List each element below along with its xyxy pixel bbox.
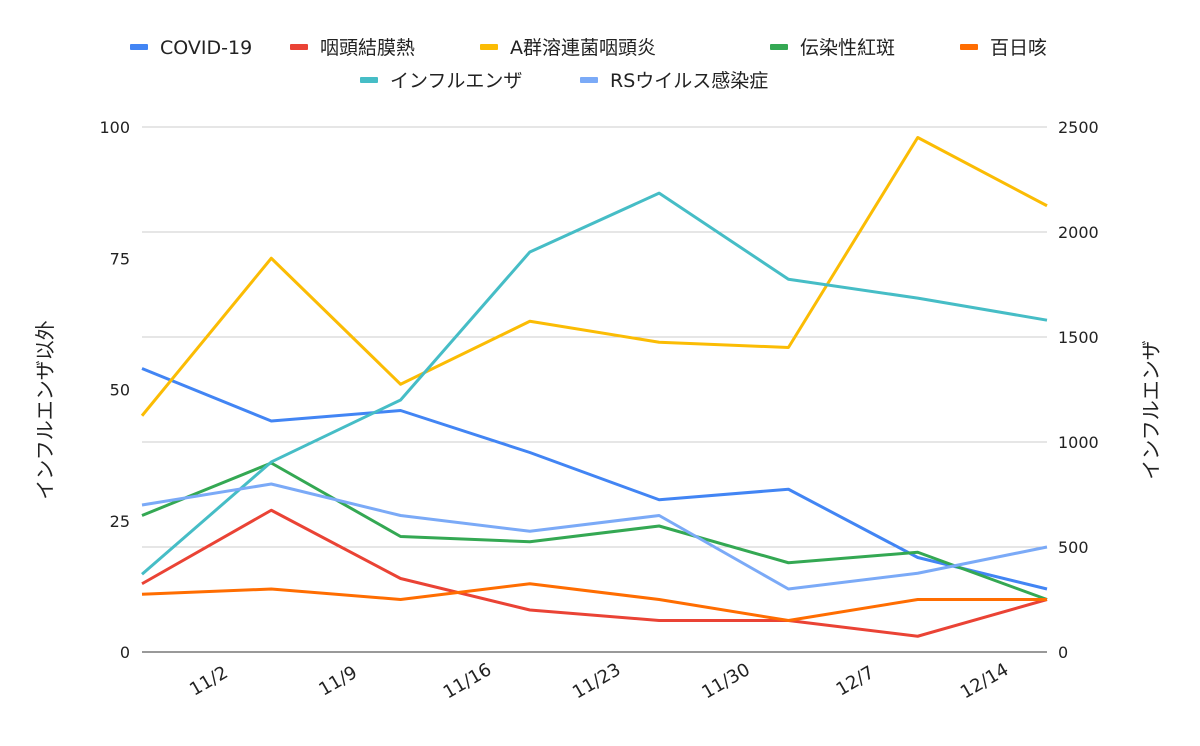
right-tick-label: 2500 xyxy=(1058,118,1099,137)
series-lines xyxy=(140,136,1048,638)
left-tick-label: 75 xyxy=(110,249,130,268)
series-line xyxy=(141,582,1047,622)
series-line xyxy=(140,136,1048,417)
legend-swatch xyxy=(290,44,308,50)
right-tick-label: 500 xyxy=(1058,538,1089,557)
legend-item: COVID-19 xyxy=(130,37,252,59)
x-tick-label: 11/30 xyxy=(698,659,753,703)
legend-swatch xyxy=(360,77,378,83)
legend-label: 咽頭結膜熱 xyxy=(320,37,415,59)
legend-item: インフルエンザ xyxy=(360,70,522,92)
left-tick-label: 0 xyxy=(120,643,130,662)
legend-swatch xyxy=(130,44,148,50)
series-line xyxy=(141,191,1048,576)
legend-item: 咽頭結膜熱 xyxy=(290,37,415,59)
right-axis-ticks: 0 500 1000 1500 2000 2500 xyxy=(1058,118,1099,662)
legend-swatch xyxy=(960,44,978,50)
right-axis-title: インフルエンザ xyxy=(1139,340,1163,479)
left-tick-label: 25 xyxy=(110,512,130,531)
x-tick-label: 11/23 xyxy=(569,659,624,703)
series-line xyxy=(141,508,1048,638)
left-axis-ticks: 0 25 50 75 100 xyxy=(99,118,130,662)
legend-swatch xyxy=(480,44,498,50)
series-line xyxy=(141,482,1048,591)
series-line xyxy=(141,367,1048,591)
legend-label: 百日咳 xyxy=(990,37,1047,59)
right-tick-label: 1000 xyxy=(1058,433,1099,452)
legend-label: インフルエンザ xyxy=(390,70,522,92)
right-tick-label: 0 xyxy=(1058,643,1068,662)
right-tick-label: 2000 xyxy=(1058,223,1099,242)
legend-item: A群溶連菌咽頭炎 xyxy=(480,37,656,59)
gridlines xyxy=(142,126,1047,653)
x-tick-label: 11/9 xyxy=(315,662,361,700)
legend-label: COVID-19 xyxy=(160,37,252,59)
legend-label: 伝染性紅斑 xyxy=(800,37,895,59)
legend-item: 百日咳 xyxy=(960,37,1047,59)
legend-swatch xyxy=(770,44,788,50)
left-tick-label: 50 xyxy=(110,381,130,400)
x-tick-label: 11/2 xyxy=(186,662,232,700)
legend-item: 伝染性紅斑 xyxy=(770,37,895,59)
x-tick-label: 12/7 xyxy=(833,662,879,700)
legend-item: RSウイルス感染症 xyxy=(580,70,768,92)
series-line xyxy=(141,461,1048,601)
legend-swatch xyxy=(580,77,598,83)
legend-label: RSウイルス感染症 xyxy=(610,70,768,92)
x-tick-label: 12/14 xyxy=(957,659,1012,703)
x-tick-label: 11/16 xyxy=(440,659,495,703)
left-axis-title: インフルエンザ以外 xyxy=(33,320,57,499)
right-tick-label: 1500 xyxy=(1058,328,1099,347)
x-axis-ticks: 11/2 11/9 11/16 11/23 11/30 12/7 12/14 xyxy=(186,659,1012,703)
left-tick-label: 100 xyxy=(99,118,130,137)
legend-label: A群溶連菌咽頭炎 xyxy=(510,37,656,59)
